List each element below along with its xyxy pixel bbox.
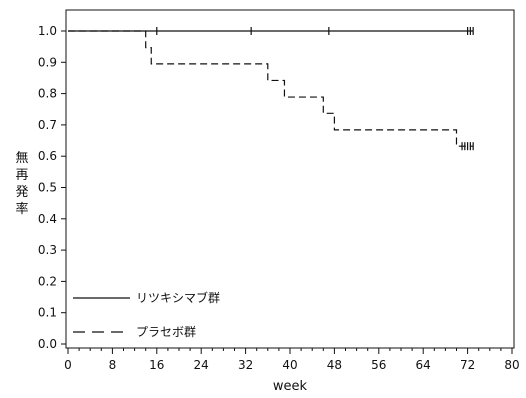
y-tick-label: 0.3 [38, 243, 57, 257]
y-axis-title-char: 率 [15, 201, 28, 217]
y-tick-label: 0.9 [38, 55, 57, 69]
x-tick-label: 8 [109, 358, 117, 372]
y-tick-label: 0.7 [38, 118, 57, 132]
x-tick-label: 72 [460, 358, 475, 372]
y-axis-title-char: 発 [15, 185, 28, 200]
legend-label: プラセボ群 [136, 325, 196, 339]
y-tick-label: 0.4 [38, 212, 57, 226]
x-tick-label: 64 [416, 358, 431, 372]
y-tick-label: 0.2 [38, 274, 57, 288]
y-axis-title-char: 再 [15, 168, 28, 183]
x-tick-label: 80 [504, 358, 519, 372]
x-tick-label: 24 [194, 358, 209, 372]
y-tick-label: 0.6 [38, 149, 57, 163]
x-tick-label: 56 [371, 358, 386, 372]
x-tick-label: 0 [64, 358, 72, 372]
y-tick-label: 0.8 [38, 87, 57, 101]
x-tick-label: 32 [238, 358, 253, 372]
plot-frame [65, 9, 515, 349]
x-axis-title: week [273, 379, 308, 394]
x-tick-label: 40 [282, 358, 297, 372]
y-axis-title-char: 無 [15, 151, 28, 166]
x-axis: 0 8 16 24 32 40 48 56 64 72 80 [64, 348, 520, 372]
legend-label: リツキシマブ群 [136, 290, 220, 305]
series-layer [68, 27, 474, 151]
x-tick-label: 16 [149, 358, 164, 372]
y-tick-label: 0.5 [38, 181, 57, 195]
y-tick-label: 0.1 [38, 306, 57, 320]
y-axis: 0.0 0.1 0.2 0.3 0.4 0.5 0.6 0.7 0.8 0.9 1.0 [38, 24, 66, 351]
y-tick-label: 1.0 [38, 24, 57, 38]
x-tick-label: 48 [327, 358, 342, 372]
y-tick-label: 0.0 [38, 337, 57, 351]
series-line-1 [68, 30, 474, 147]
